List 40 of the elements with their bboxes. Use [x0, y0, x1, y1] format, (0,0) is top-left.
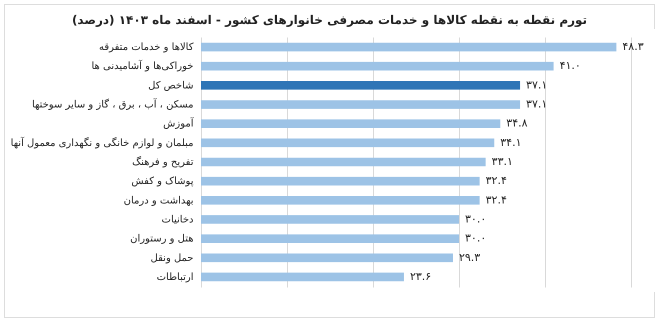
data-label: ۴۸.۳ — [622, 40, 644, 54]
data-label: ۳۲.۴ — [486, 193, 507, 206]
y-tick-label: هتل و رستوران — [130, 234, 194, 245]
data-label: ۲۹.۳ — [458, 250, 480, 264]
bar — [201, 176, 480, 186]
data-label: ۳۷.۱ — [526, 78, 548, 92]
data-label: ۲۳.۶ — [410, 270, 432, 283]
data-label: ۳۴.۱ — [500, 136, 522, 149]
bar — [201, 253, 453, 262]
data-label: ۴۱.۰ — [560, 59, 581, 72]
y-tick-label: بهداشت و درمان — [124, 195, 194, 206]
bar — [201, 272, 404, 282]
data-label: ۳۰.۰ — [465, 232, 486, 245]
data-label: ۳۲.۴ — [486, 174, 507, 188]
bar — [201, 100, 520, 109]
bar — [201, 215, 459, 224]
data-label: ۳۳.۱ — [492, 155, 513, 168]
y-tick-label: تفریح و فرهنگ — [132, 156, 194, 168]
y-tick-label: خوراکی‌ها و آشامیدنی ها — [91, 59, 194, 72]
y-tick-label: کالاها و خدمات متفرقه — [98, 42, 194, 54]
y-tick-label: دخانیات — [162, 214, 194, 226]
bar — [201, 119, 500, 128]
data-label: ۳۰.۰ — [465, 212, 486, 226]
bar — [201, 196, 480, 205]
data-label: ۳۴.۸ — [506, 116, 528, 130]
bar — [201, 62, 554, 71]
y-tick-label: پوشاک و کفش — [131, 176, 194, 188]
y-tick-label: شاخص کل — [148, 80, 194, 92]
y-tick-label: مبلمان و لوازم خانگی و نگهداری معمول آنها — [10, 136, 194, 149]
bar — [201, 158, 486, 166]
bar — [201, 234, 459, 243]
bar — [201, 42, 616, 52]
bar — [201, 81, 520, 90]
y-tick-label: ارتباطات — [156, 272, 194, 283]
y-tick-label: حمل ونقل — [150, 252, 194, 264]
data-label: ۳۷.۱ — [526, 98, 548, 111]
y-tick-label: مسکن ، آب ، برق ، گاز و سایر سوختها — [32, 98, 194, 111]
bar — [201, 138, 494, 148]
y-tick-label: آموزش — [163, 116, 195, 130]
chart-title: تورم نقطه به نقطه کالاها و خدمات مصرفی خانوارهای کشور - اسفند ماه ۱۴۰۳ (درصد) — [70, 12, 588, 29]
